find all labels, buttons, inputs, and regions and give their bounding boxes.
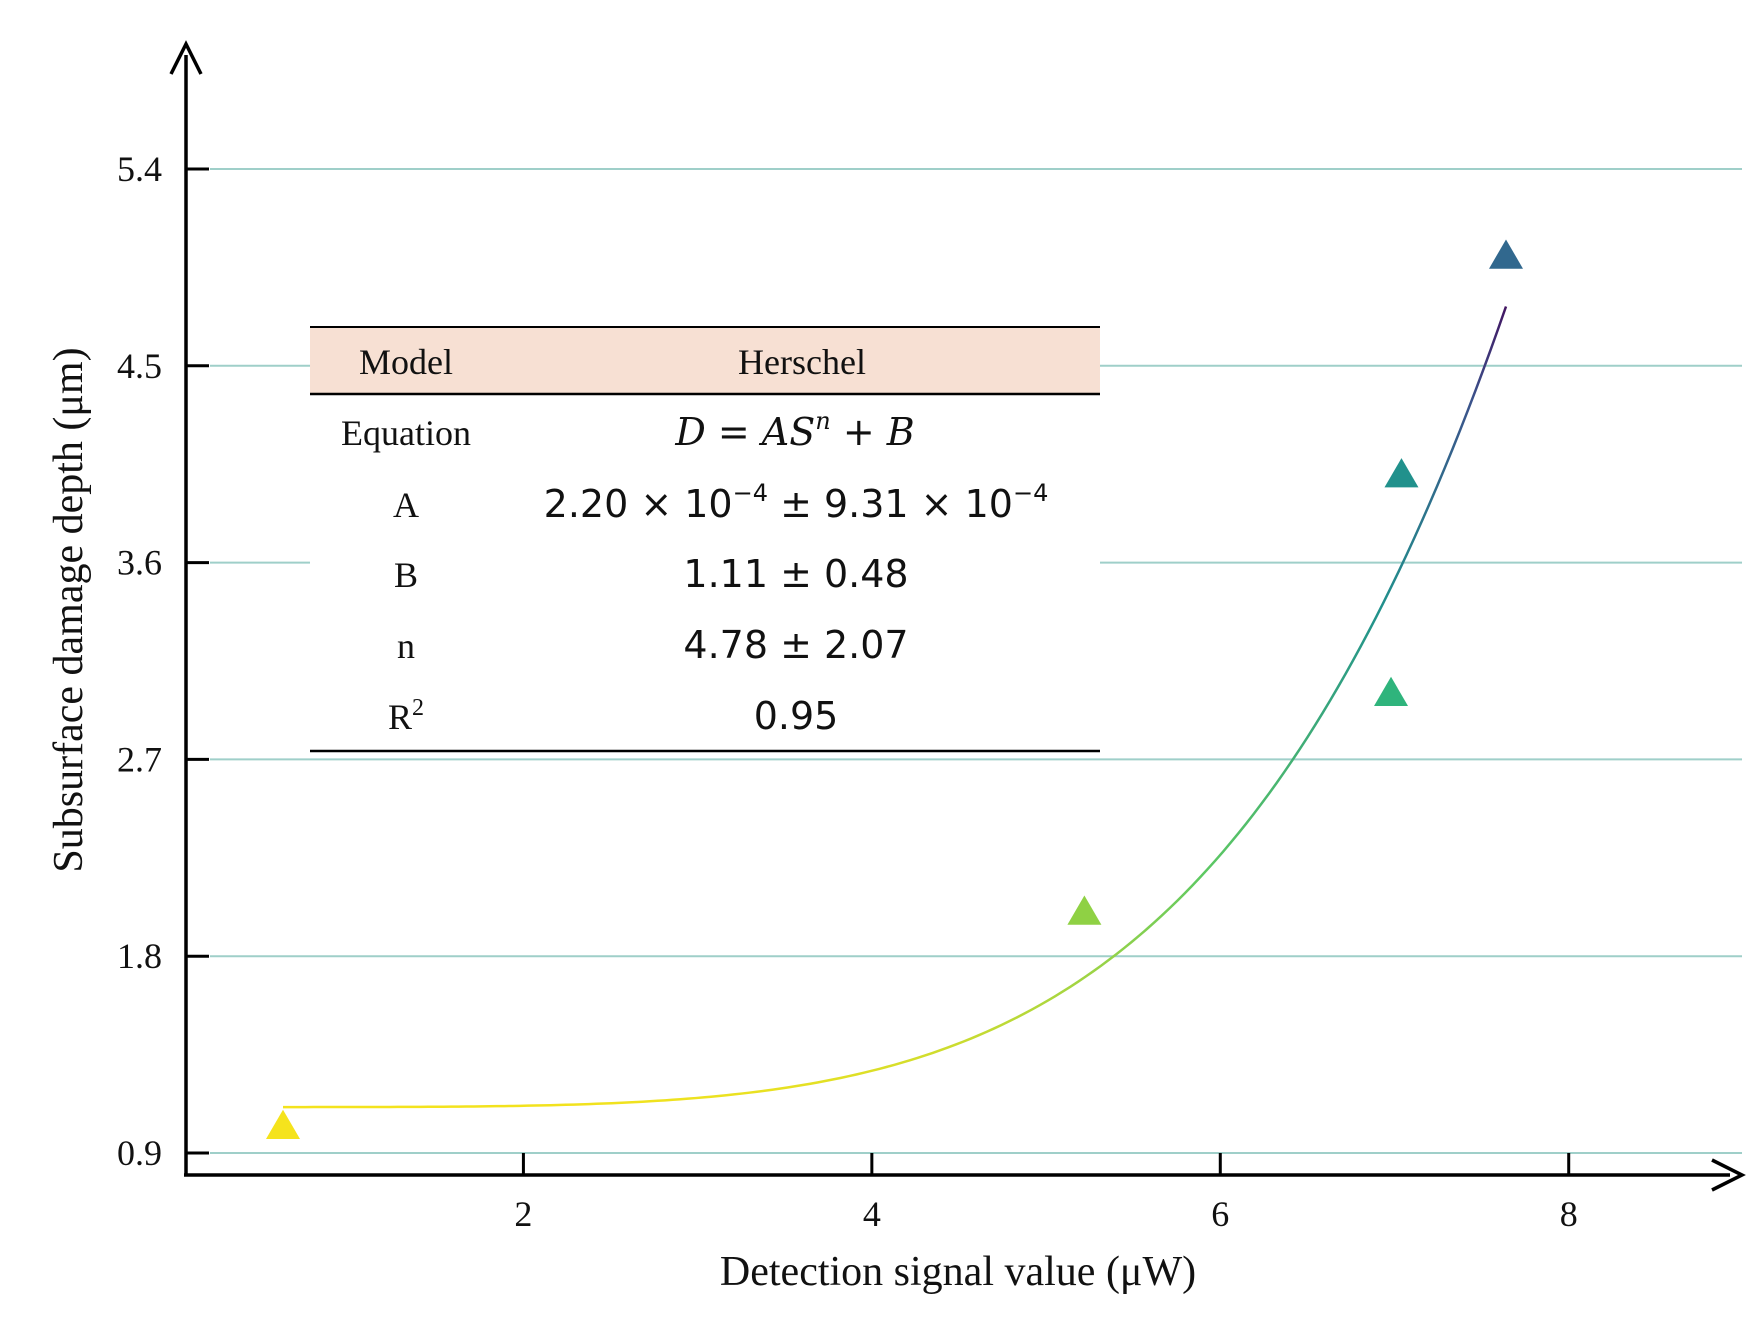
y-axis-arrow bbox=[169, 40, 203, 75]
data-point-triangle bbox=[1374, 676, 1409, 707]
x-tick-label: 6 bbox=[1211, 1194, 1229, 1234]
fit-curve bbox=[282, 306, 1508, 1109]
table-row-value-n: 4.78 ± 2.07 bbox=[683, 623, 908, 667]
y-ticks: 0.9 1.8 2.7 3.6 4.5 5.4 bbox=[117, 149, 209, 1173]
y-tick-label: 0.9 bbox=[117, 1133, 162, 1173]
table-header-background bbox=[310, 327, 1100, 394]
x-axis-arrow bbox=[1711, 1158, 1746, 1192]
table-row-value-r2: 0.95 bbox=[754, 694, 839, 738]
table-header-herschel: Herschel bbox=[738, 342, 866, 382]
data-point-triangle bbox=[1067, 895, 1102, 925]
x-axis-title: Detection signal value (μW) bbox=[720, 1249, 1196, 1295]
y-tick-label: 4.5 bbox=[117, 346, 162, 386]
table-row-label-b: B bbox=[394, 555, 418, 595]
table-header-model: Model bbox=[359, 342, 453, 382]
x-tick-label: 4 bbox=[863, 1194, 881, 1234]
table-row-label-n: n bbox=[397, 626, 415, 666]
table-background bbox=[310, 325, 1100, 753]
fit-curve-group bbox=[282, 306, 1508, 1109]
data-point-triangle bbox=[266, 1109, 300, 1139]
y-tick-label: 2.7 bbox=[117, 739, 162, 779]
table-row-label-a: A bbox=[393, 485, 419, 525]
x-tick-label: 2 bbox=[514, 1194, 532, 1234]
table-row-value-equation: D = ASn + B bbox=[674, 407, 914, 454]
table-row-label-equation: Equation bbox=[341, 413, 471, 453]
axes bbox=[169, 40, 1746, 1192]
y-axis-title: Subsurface damage depth (μm) bbox=[46, 347, 92, 872]
x-ticks: 2 4 6 8 bbox=[514, 1153, 1578, 1234]
y-tick-label: 1.8 bbox=[117, 936, 162, 976]
x-tick-label: 8 bbox=[1560, 1194, 1578, 1234]
data-points bbox=[266, 239, 1523, 1139]
y-tick-label: 3.6 bbox=[117, 543, 162, 583]
table-row-value-a: 2.20 × 10−4 ± 9.31 × 10−4 bbox=[544, 479, 1049, 526]
y-tick-label: 5.4 bbox=[117, 149, 162, 189]
parameter-table: Model Herschel Equation D = ASn + B A 2.… bbox=[310, 325, 1100, 753]
data-point-triangle bbox=[1489, 239, 1523, 269]
table-row-value-b: 1.11 ± 0.48 bbox=[683, 552, 908, 596]
data-point-triangle bbox=[1384, 458, 1419, 488]
